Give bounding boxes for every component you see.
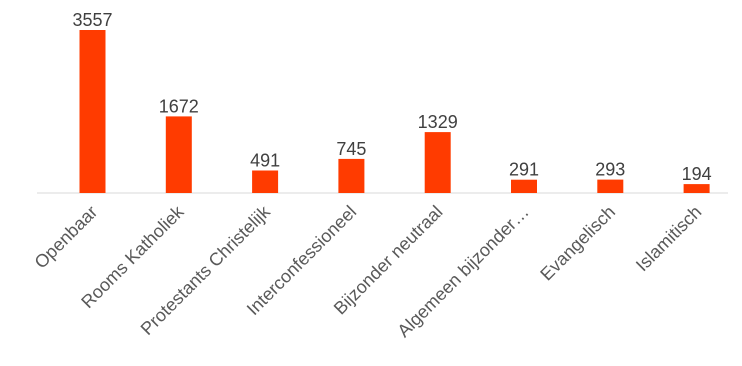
- bar-5: [511, 179, 537, 193]
- data-label-4: 1329: [418, 112, 458, 132]
- x-tick-label-6: Evangelisch: [536, 202, 619, 285]
- data-label-5: 291: [509, 160, 539, 180]
- x-tick-label-7: Islamitisch: [632, 202, 706, 276]
- bar-3: [338, 158, 365, 193]
- data-label-1: 1672: [159, 96, 199, 116]
- data-label-0: 3557: [72, 10, 112, 30]
- data-label-6: 293: [595, 160, 625, 180]
- data-labels-group: 3557 1672 491 745 1329 291 293 194: [72, 10, 711, 184]
- bar-0: [79, 30, 106, 193]
- bars-group: [79, 30, 710, 193]
- data-label-7: 194: [682, 164, 712, 184]
- data-label-2: 491: [250, 151, 280, 171]
- bar-4: [424, 132, 451, 193]
- data-label-3: 745: [336, 139, 366, 159]
- bar-1: [165, 116, 192, 193]
- x-tick-label-0: Openbaar: [31, 202, 102, 273]
- bar-7: [683, 184, 710, 193]
- bar-2: [252, 170, 279, 193]
- bar-6: [597, 179, 624, 193]
